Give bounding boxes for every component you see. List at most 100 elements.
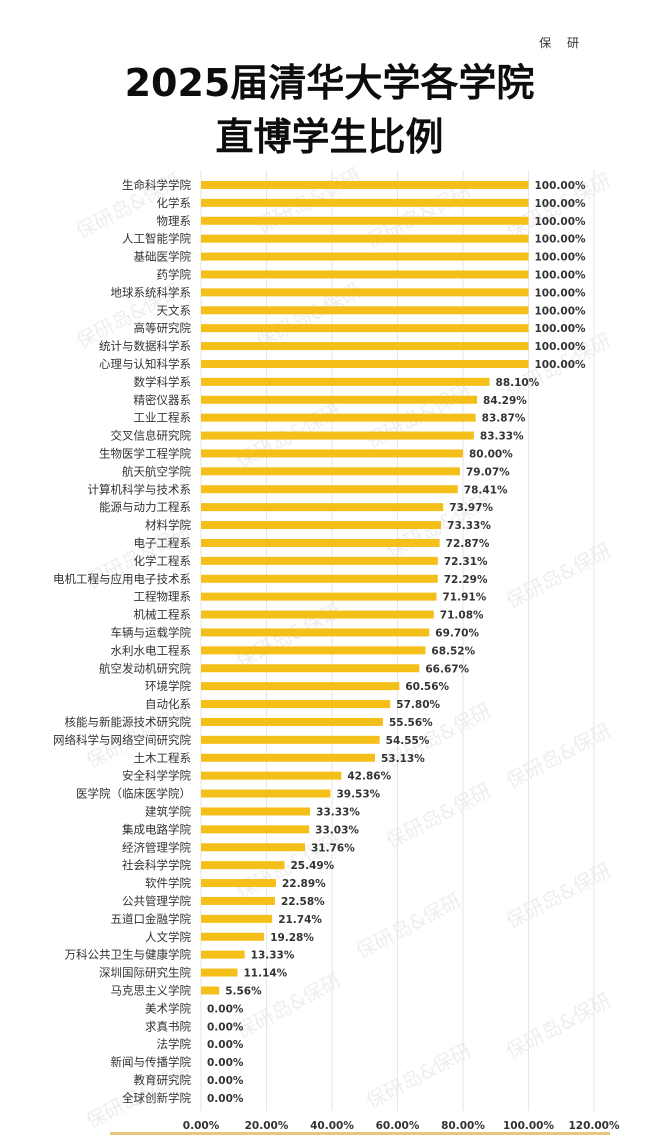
bar <box>201 914 273 923</box>
category-label: 网络科学与网络空间研究院 <box>53 733 191 747</box>
category-label: 马克思主义学院 <box>111 983 192 997</box>
category-label: 社会科学学院 <box>122 858 191 872</box>
value-label: 66.67% <box>425 663 469 675</box>
value-label: 88.10% <box>496 377 540 389</box>
bar <box>201 682 400 691</box>
category-label: 建筑学院 <box>145 804 191 818</box>
value-label: 72.31% <box>444 556 488 568</box>
bar <box>201 717 383 726</box>
category-label: 软件学院 <box>145 876 191 890</box>
category-label: 车辆与运载学院 <box>111 625 192 639</box>
value-label: 100.00% <box>535 252 587 264</box>
category-label: 地球系统科学系 <box>111 285 192 299</box>
value-label: 54.55% <box>386 735 430 747</box>
value-label: 72.87% <box>446 538 490 550</box>
category-label: 化学工程系 <box>134 554 192 568</box>
value-label: 73.97% <box>449 502 493 514</box>
value-label: 31.76% <box>311 842 355 854</box>
bar <box>201 896 275 905</box>
value-label: 79.07% <box>466 466 510 478</box>
bar <box>201 503 444 512</box>
value-label: 5.56% <box>225 985 262 997</box>
bar <box>201 843 306 852</box>
value-label: 57.80% <box>396 699 440 711</box>
bar <box>201 861 285 870</box>
value-label: 33.33% <box>316 806 360 818</box>
category-label: 经济管理学院 <box>122 840 191 854</box>
bar <box>201 198 529 207</box>
value-label: 100.00% <box>535 216 587 228</box>
bar <box>201 610 434 619</box>
value-label: 80.00% <box>469 448 513 460</box>
bottom-rule <box>110 1132 610 1135</box>
category-label: 土木工程系 <box>134 751 192 765</box>
value-label: 100.00% <box>535 287 587 299</box>
value-label: 39.53% <box>336 789 380 801</box>
category-label: 水利水电工程系 <box>111 643 192 657</box>
bar <box>201 395 478 404</box>
category-label: 电机工程与应用电子技术系 <box>53 572 191 586</box>
x-tick-label: 0.00% <box>183 1120 220 1130</box>
bar <box>201 825 310 834</box>
category-label: 交叉信息研究院 <box>111 429 192 443</box>
bar <box>201 431 474 440</box>
bar <box>201 735 380 744</box>
category-label: 物理系 <box>157 214 192 228</box>
category-label: 基础医学院 <box>134 250 192 264</box>
value-label: 100.00% <box>535 359 587 371</box>
category-label: 材料学院 <box>145 518 191 532</box>
category-label: 天文系 <box>157 303 192 317</box>
category-label: 航天航空学院 <box>122 464 191 478</box>
category-label: 全球创新学院 <box>122 1091 191 1105</box>
bar <box>201 359 529 368</box>
value-label: 68.52% <box>431 645 475 657</box>
value-label: 55.56% <box>389 717 433 729</box>
value-label: 60.56% <box>405 681 449 693</box>
bar <box>201 485 458 494</box>
category-label: 生命科学学院 <box>122 178 191 192</box>
category-label: 化学系 <box>157 196 192 210</box>
value-label: 0.00% <box>207 1021 244 1033</box>
bar <box>201 270 529 279</box>
x-tick-label: 100.00% <box>503 1120 555 1130</box>
category-label: 万科公共卫生与健康学院 <box>65 948 192 962</box>
bar <box>201 288 529 297</box>
bar <box>201 180 529 189</box>
bar <box>201 789 331 798</box>
bar <box>201 807 311 816</box>
bar <box>201 377 490 386</box>
category-label: 自动化系 <box>145 697 191 711</box>
page-subtitle: 直博学生比例 <box>215 115 444 159</box>
category-label: 求真书院 <box>145 1019 191 1033</box>
category-label: 精密仪器系 <box>134 393 192 407</box>
bar <box>201 879 276 888</box>
value-label: 22.58% <box>281 896 325 908</box>
bar <box>201 342 529 351</box>
bar <box>201 521 442 530</box>
value-label: 19.28% <box>270 932 314 944</box>
category-label: 环境学院 <box>145 679 191 693</box>
category-label: 机械工程系 <box>134 608 192 622</box>
page-title: 2025届清华大学各学院 <box>124 61 535 105</box>
x-tick-label: 80.00% <box>441 1120 485 1130</box>
category-label: 集成电路学院 <box>122 822 191 836</box>
bar <box>201 950 245 959</box>
category-label: 公共管理学院 <box>122 894 191 908</box>
bar <box>201 306 529 315</box>
category-label: 电子工程系 <box>134 536 192 550</box>
x-tick-label: 20.00% <box>245 1120 289 1130</box>
category-label: 计算机科学与技术系 <box>88 482 192 496</box>
bar <box>201 628 430 637</box>
bar <box>201 968 238 977</box>
bar <box>201 932 265 941</box>
bar <box>201 234 529 243</box>
value-label: 69.70% <box>435 627 479 639</box>
value-label: 0.00% <box>207 1039 244 1051</box>
brand-label: 保 研 <box>539 36 585 50</box>
bar <box>201 753 376 762</box>
category-label: 生物医学工程学院 <box>99 446 191 460</box>
bar <box>201 664 420 673</box>
category-label: 能源与动力工程系 <box>99 500 191 514</box>
bar <box>201 574 438 583</box>
category-label: 法学院 <box>157 1037 192 1051</box>
